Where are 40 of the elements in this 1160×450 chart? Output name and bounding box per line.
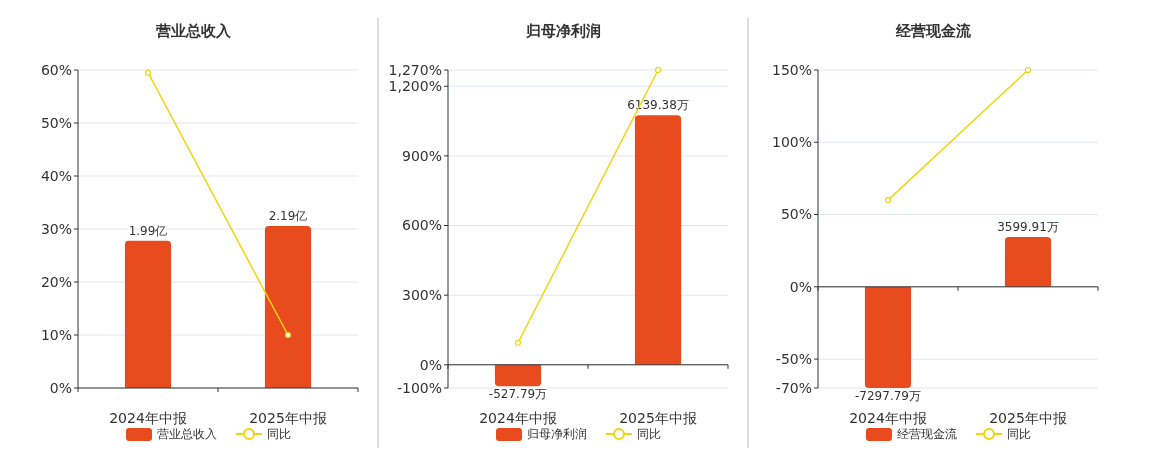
data-label: 1.99亿 <box>128 223 168 238</box>
text: 0% <box>49 379 72 396</box>
text: -50% <box>775 350 812 367</box>
text: 100% <box>771 134 812 151</box>
text: 10% <box>40 326 72 343</box>
text: 1,270% <box>388 61 442 78</box>
chart-title: 营业总收入 <box>154 22 232 40</box>
x-tick-label: 2025年中报 <box>989 409 1067 426</box>
data-label: -527.79万 <box>488 387 548 402</box>
text: 1,200% <box>388 78 442 95</box>
data-label: 3599.91万 <box>997 219 1059 234</box>
text: 300% <box>401 287 442 304</box>
text: 30% <box>40 220 72 237</box>
text: -100% <box>396 379 442 396</box>
chart-title: 归母净利润 <box>524 22 601 40</box>
legend-label: 同比 <box>267 427 291 442</box>
text: 50% <box>780 206 812 223</box>
legend-label: 营业总收入 <box>157 427 217 442</box>
text: 0% <box>419 356 442 373</box>
text: -70% <box>775 379 812 396</box>
legend-label: 经营现金流 <box>897 427 957 442</box>
text: 50% <box>40 114 72 131</box>
text: 60% <box>40 61 72 78</box>
x-tick-label: 2024年中报 <box>109 409 187 426</box>
x-tick-label: 2025年中报 <box>619 409 697 426</box>
legend-label: 同比 <box>637 427 661 442</box>
data-label: -7297.79万 <box>855 388 921 403</box>
x-tick-label: 2025年中报 <box>249 409 327 426</box>
x-tick-label: 2024年中报 <box>479 409 557 426</box>
text: 900% <box>401 147 442 164</box>
text: 20% <box>40 273 72 290</box>
data-label: 2.19亿 <box>268 209 308 224</box>
legend-label: 归母净利润 <box>527 427 587 442</box>
text: 600% <box>401 217 442 234</box>
text: 150% <box>771 61 812 78</box>
x-tick-label: 2024年中报 <box>849 409 927 426</box>
text: 40% <box>40 167 72 184</box>
chart-title: 经营现金流 <box>894 22 972 40</box>
legend-label: 同比 <box>1007 427 1031 442</box>
text: 0% <box>789 278 812 295</box>
